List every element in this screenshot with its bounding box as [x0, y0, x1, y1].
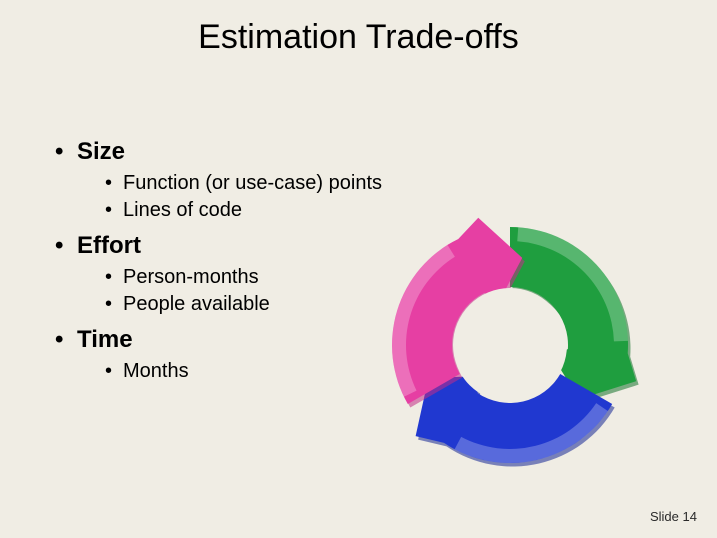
- sub-months: Months: [105, 358, 382, 385]
- cycle-arrows-diagram: [360, 195, 660, 495]
- sublist-effort: Person-months People available: [105, 264, 382, 318]
- slide-title: Estimation Trade-offs: [0, 0, 717, 57]
- sub-lines-of-code: Lines of code: [105, 197, 382, 224]
- bullet-effort: Effort: [55, 232, 382, 260]
- sublist-time: Months: [105, 358, 382, 385]
- sub-person-months: Person-months: [105, 264, 382, 291]
- sub-function-points: Function (or use-case) points: [105, 170, 382, 197]
- footer-number: 14: [683, 509, 697, 524]
- bullet-size: Size: [55, 138, 382, 166]
- bullet-content: Size Function (or use-case) points Lines…: [55, 130, 382, 391]
- footer-label: Slide: [650, 509, 679, 524]
- sublist-size: Function (or use-case) points Lines of c…: [105, 170, 382, 224]
- sub-people-available: People available: [105, 291, 382, 318]
- slide-footer: Slide 14: [650, 509, 697, 524]
- bullet-time: Time: [55, 326, 382, 354]
